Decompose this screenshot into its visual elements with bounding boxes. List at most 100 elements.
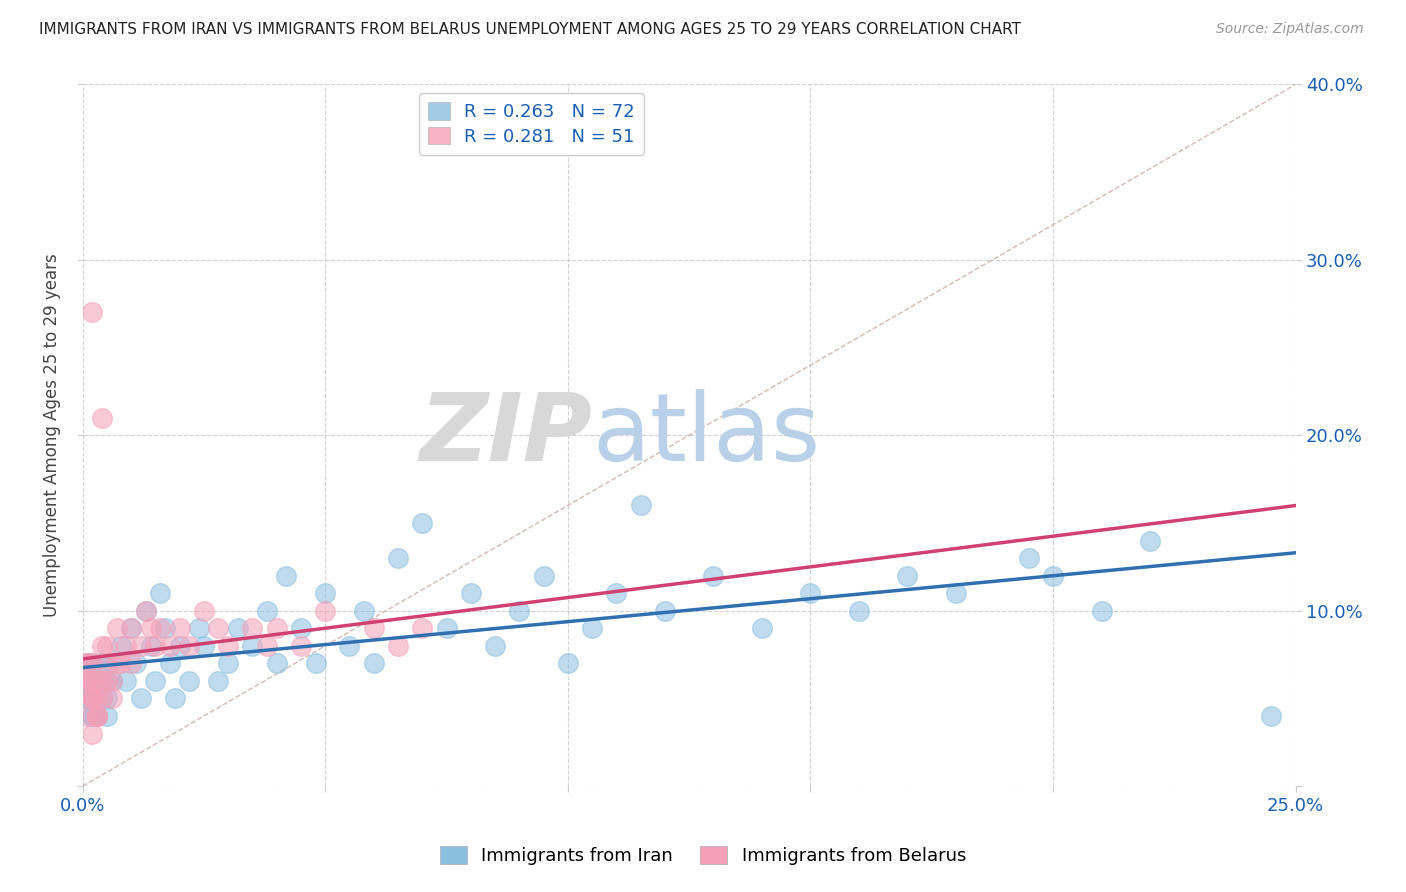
Point [86, 709, 108, 723]
Point [139, 621, 162, 635]
Point [86, 709, 108, 723]
Legend: Immigrants from Iran, Immigrants from Belarus: Immigrants from Iran, Immigrants from Be… [430, 838, 976, 874]
Point [91, 673, 114, 688]
Point [436, 621, 458, 635]
Point [1260, 709, 1282, 723]
Point [411, 621, 433, 635]
Point [411, 516, 433, 530]
Point [91, 410, 114, 425]
Text: IMMIGRANTS FROM IRAN VS IMMIGRANTS FROM BELARUS UNEMPLOYMENT AMONG AGES 25 TO 29: IMMIGRANTS FROM IRAN VS IMMIGRANTS FROM … [39, 22, 1021, 37]
Point [82, 305, 104, 319]
Point [82, 657, 104, 671]
Point [169, 621, 191, 635]
Point [163, 691, 186, 706]
Point [82, 726, 104, 740]
Point [129, 639, 152, 653]
Point [86, 673, 108, 688]
Point [82, 673, 104, 688]
Point [86, 673, 108, 688]
Point [242, 621, 264, 635]
Point [86, 709, 108, 723]
Point [76, 691, 98, 706]
Point [120, 621, 142, 635]
Point [484, 639, 506, 653]
Point [193, 604, 215, 618]
Point [290, 621, 312, 635]
Point [86, 673, 108, 688]
Point [290, 639, 312, 653]
Point [96, 639, 118, 653]
Point [120, 621, 142, 635]
Point [353, 604, 375, 618]
Point [159, 639, 181, 653]
Point [159, 657, 181, 671]
Point [115, 673, 138, 688]
Point [1018, 551, 1040, 566]
Point [533, 568, 555, 582]
Text: ZIP: ZIP [419, 389, 592, 482]
Point [702, 568, 724, 582]
Point [1139, 533, 1161, 548]
Point [139, 639, 162, 653]
Point [91, 691, 114, 706]
Point [387, 639, 409, 653]
Point [207, 673, 229, 688]
Point [91, 673, 114, 688]
Point [115, 639, 138, 653]
Point [363, 621, 385, 635]
Point [149, 621, 172, 635]
Point [848, 604, 870, 618]
Point [82, 691, 104, 706]
Text: Source: ZipAtlas.com: Source: ZipAtlas.com [1216, 22, 1364, 37]
Point [100, 657, 122, 671]
Point [226, 621, 249, 635]
Point [76, 673, 98, 688]
Point [508, 604, 530, 618]
Point [188, 621, 211, 635]
Point [751, 621, 773, 635]
Point [76, 691, 98, 706]
Point [605, 586, 627, 600]
Point [96, 673, 118, 688]
Point [110, 657, 132, 671]
Point [82, 709, 104, 723]
Point [363, 657, 385, 671]
Point [207, 621, 229, 635]
Point [314, 604, 336, 618]
Point [76, 657, 98, 671]
Point [100, 673, 122, 688]
Point [256, 639, 278, 653]
Point [100, 691, 122, 706]
Point [145, 673, 167, 688]
Point [387, 551, 409, 566]
Point [76, 657, 98, 671]
Point [76, 709, 98, 723]
Point [110, 639, 132, 653]
Point [266, 621, 288, 635]
Point [557, 657, 579, 671]
Point [76, 673, 98, 688]
Point [169, 639, 191, 653]
Point [82, 709, 104, 723]
Point [314, 586, 336, 600]
Point [86, 709, 108, 723]
Point [120, 657, 142, 671]
Point [129, 691, 152, 706]
Point [256, 604, 278, 618]
Point [581, 621, 603, 635]
Point [266, 657, 288, 671]
Point [896, 568, 918, 582]
Point [91, 639, 114, 653]
Point [96, 673, 118, 688]
Point [630, 499, 652, 513]
Point [945, 586, 967, 600]
Point [105, 657, 128, 671]
Point [1042, 568, 1064, 582]
Point [100, 673, 122, 688]
Point [82, 691, 104, 706]
Point [193, 639, 215, 653]
Point [82, 657, 104, 671]
Point [242, 639, 264, 653]
Point [96, 657, 118, 671]
Point [276, 568, 298, 582]
